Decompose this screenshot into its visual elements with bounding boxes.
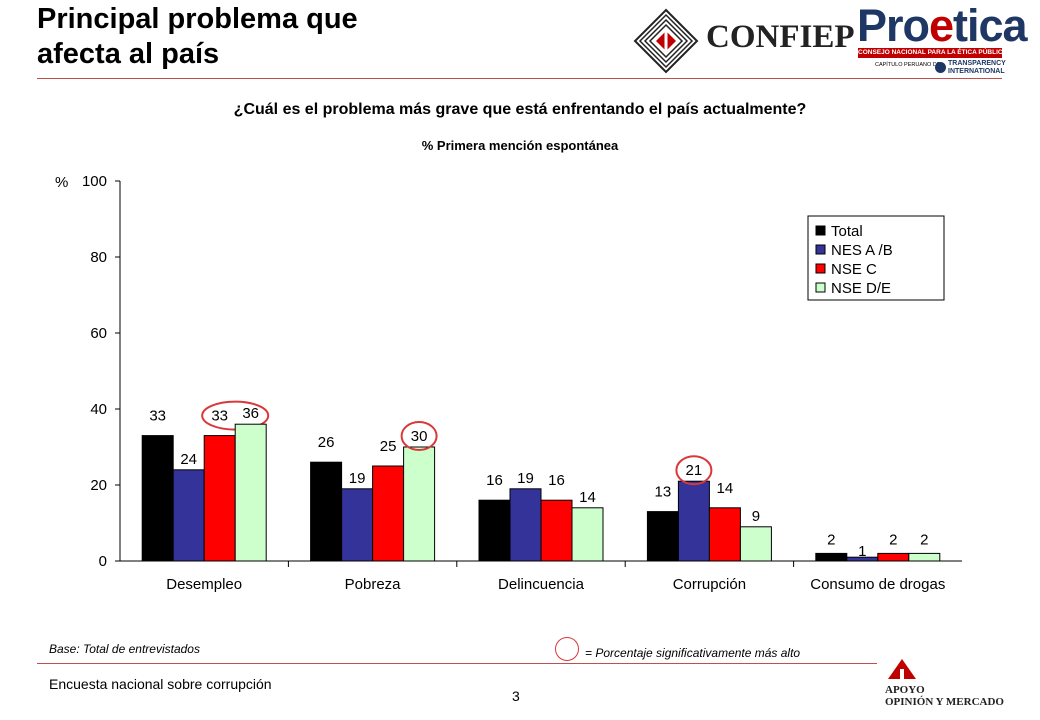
data-label: 21 [686,462,703,479]
data-label: 36 [242,405,259,422]
bar [372,465,405,562]
apoyo-logo-text: APOYO OPINIÓN Y MERCADO [885,684,1004,708]
proetica-chapter: CAPÍTULO PERUANO DE: [875,62,942,68]
x-tick-label: Consumo de drogas [810,576,945,593]
y-tick-label: 40 [90,401,107,418]
apoyo-line-2: OPINIÓN Y MERCADO [885,696,1004,708]
x-tick-label: Pobreza [345,576,402,593]
bar [815,552,848,562]
data-label: 33 [211,408,228,425]
x-tick-label: Desempleo [166,576,242,593]
y-tick-label: 60 [90,325,107,342]
bar [403,446,436,562]
bar [509,488,542,562]
bar [908,552,941,562]
ti-line-1: TRANSPARENCY [948,60,1006,67]
highlight-circle [400,421,438,451]
proetica-subtitle: CONSEJO NACIONAL PARA LA ÉTICA PÚBLICA [858,48,1002,58]
data-label: 14 [579,489,596,506]
bar [708,507,741,562]
ti-line-2: INTERNATIONAL [948,68,1005,75]
page-number: 3 [512,688,520,704]
transparency-international-logo: TRANSPARENCY INTERNATIONAL [948,60,1006,76]
legend-label: NSE C [831,261,877,278]
bar [646,511,679,562]
data-label: 25 [380,438,397,455]
bar [341,488,374,562]
highlight-circle [675,455,713,486]
survey-name: Encuesta nacional sobre corrupción [49,676,272,692]
title-line-1: Principal problema que [37,3,358,35]
data-label: 2 [889,531,897,548]
y-tick-label: 100 [82,173,107,190]
bar [877,552,910,562]
y-tick-label: 20 [90,477,107,494]
y-axis-unit: % [55,174,68,191]
legend-swatch [815,263,826,274]
legend-swatch [815,282,826,293]
x-tick-label: Corrupción [673,576,746,593]
data-label: 16 [486,472,503,489]
proetica-logo: Proetica [857,0,1028,51]
data-label: 19 [517,470,534,487]
globe-icon [935,62,946,73]
bar [739,526,772,562]
bar [540,499,573,562]
bar [310,461,343,562]
highlight-key-text: = Porcentaje significativamente más alto [585,646,801,660]
bar [677,480,710,562]
y-tick-label: 0 [99,553,107,570]
x-tick-label: Delincuencia [498,576,585,593]
data-label: 30 [411,428,428,445]
legend-box [807,215,945,301]
bar [141,435,174,562]
data-label: 24 [180,451,197,468]
bar [478,499,511,562]
legend-label: NES A /B [831,242,893,259]
bar [172,469,205,562]
data-label: 13 [655,484,672,501]
confiep-logo [633,8,699,74]
chart-subtitle: % Primera mención espontánea [421,138,619,153]
chart-question: ¿Cuál es el problema más grave que está … [233,101,807,118]
data-label: 2 [827,531,835,548]
base-note: Base: Total de entrevistados [49,642,200,656]
bar [234,423,267,562]
page-title: Principal problema que afecta al país [37,2,457,72]
legend-swatch [815,244,826,255]
y-tick-label: 80 [90,249,107,266]
bar [571,507,604,562]
data-label: 33 [149,408,166,425]
apoyo-line-1: APOYO [885,684,925,696]
title-line-2: afecta al país [37,38,220,70]
footer-divider [37,663,877,664]
confiep-logo-text: CONFIEP [706,19,855,55]
bar [203,435,236,562]
legend-swatch [815,225,826,236]
highlight-key-circle [555,637,579,661]
data-label: 9 [752,508,760,525]
data-label: 1 [858,543,866,560]
header-divider [37,78,1002,79]
data-label: 19 [349,470,366,487]
data-label: 16 [548,472,565,489]
data-label: 14 [717,480,734,497]
legend-label: NSE D/E [831,280,891,297]
apoyo-logo [888,659,916,679]
legend-label: Total [831,223,863,240]
data-label: 2 [920,531,928,548]
data-label: 26 [318,434,335,451]
